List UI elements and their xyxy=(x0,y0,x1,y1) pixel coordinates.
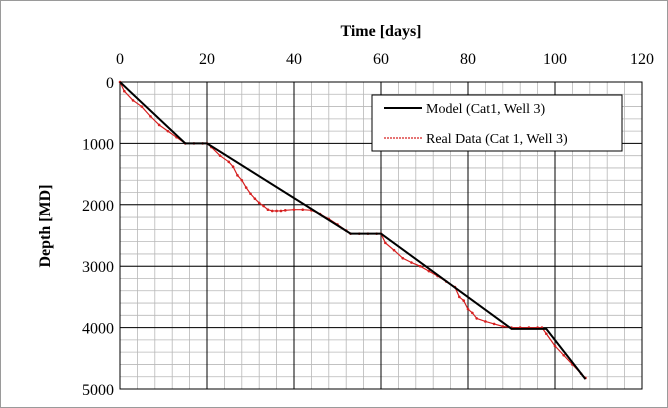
real-data-point xyxy=(240,178,244,182)
real-data-point xyxy=(249,192,252,196)
real-data-point xyxy=(266,208,270,212)
real-data-point xyxy=(166,129,170,133)
real-data-point xyxy=(244,186,248,189)
legend-box xyxy=(371,94,623,152)
real-data-point xyxy=(492,322,496,326)
real-data-point xyxy=(462,299,465,302)
y-tick-labels: 0 1000 2000 3000 4000 5000 xyxy=(82,75,114,399)
real-data-point xyxy=(231,165,235,169)
real-data-point xyxy=(392,248,396,252)
x-tick-label: 100 xyxy=(543,51,567,68)
legend-label-model: Model (Cat1, Well 3) xyxy=(426,102,545,117)
x-tick-labels: 0 20 40 60 80 100 120 xyxy=(116,51,654,68)
series-layer xyxy=(118,80,587,380)
real-data-point xyxy=(123,89,126,93)
real-data-point xyxy=(140,105,144,108)
y-tick-label: 0 xyxy=(106,75,114,92)
real-data-point xyxy=(553,344,557,348)
real-data-point xyxy=(484,320,487,323)
real-data-point xyxy=(275,209,278,213)
real-data-point xyxy=(236,174,239,177)
x-axis-title: Time [days] xyxy=(340,23,421,40)
plot-border xyxy=(119,81,643,390)
x-tick-label: 80 xyxy=(460,51,476,68)
real-data-point xyxy=(131,99,135,102)
real-data-point xyxy=(471,311,474,315)
real-data-point xyxy=(227,160,231,164)
series-model-line xyxy=(119,81,587,380)
real-data-point xyxy=(501,325,505,328)
y-tick-label: 1000 xyxy=(82,136,114,153)
x-tick-label: 20 xyxy=(199,51,215,68)
real-data-point xyxy=(262,204,265,208)
real-data-point xyxy=(257,201,261,205)
legend: Model (Cat1, Well 3) Real Data (Cat 1, W… xyxy=(371,94,623,152)
real-data-point xyxy=(384,241,387,245)
real-data-point xyxy=(157,123,161,127)
real-data-point xyxy=(284,209,287,212)
y-tick-label: 2000 xyxy=(82,198,114,215)
real-data-point xyxy=(458,295,461,299)
real-data-point xyxy=(401,256,405,260)
real-data-point xyxy=(427,269,431,273)
x-tick-label: 40 xyxy=(286,51,302,68)
real-data-point xyxy=(149,115,152,118)
y-axis-title: Depth [MD] xyxy=(37,184,54,267)
real-data-point xyxy=(418,264,422,268)
real-data-point xyxy=(218,154,222,157)
x-tick-label: 0 xyxy=(116,51,124,68)
real-data-point xyxy=(545,332,548,336)
real-data-point xyxy=(466,307,470,311)
real-data-point xyxy=(292,208,296,212)
x-tick-label: 60 xyxy=(373,51,389,68)
real-data-point xyxy=(279,209,283,213)
real-data-point xyxy=(562,353,565,357)
real-data-point xyxy=(410,261,413,264)
real-data-point xyxy=(475,317,479,320)
plot-area-border xyxy=(119,81,643,390)
real-data-point xyxy=(253,197,257,200)
real-data-point xyxy=(270,209,274,213)
y-tick-label: 3000 xyxy=(82,259,114,276)
legend-label-real-data: Real Data (Cat 1, Well 3) xyxy=(426,132,568,147)
real-data-point xyxy=(301,208,305,212)
y-tick-label: 5000 xyxy=(82,382,114,399)
y-tick-label: 4000 xyxy=(82,321,114,338)
x-tick-label: 120 xyxy=(630,51,654,68)
